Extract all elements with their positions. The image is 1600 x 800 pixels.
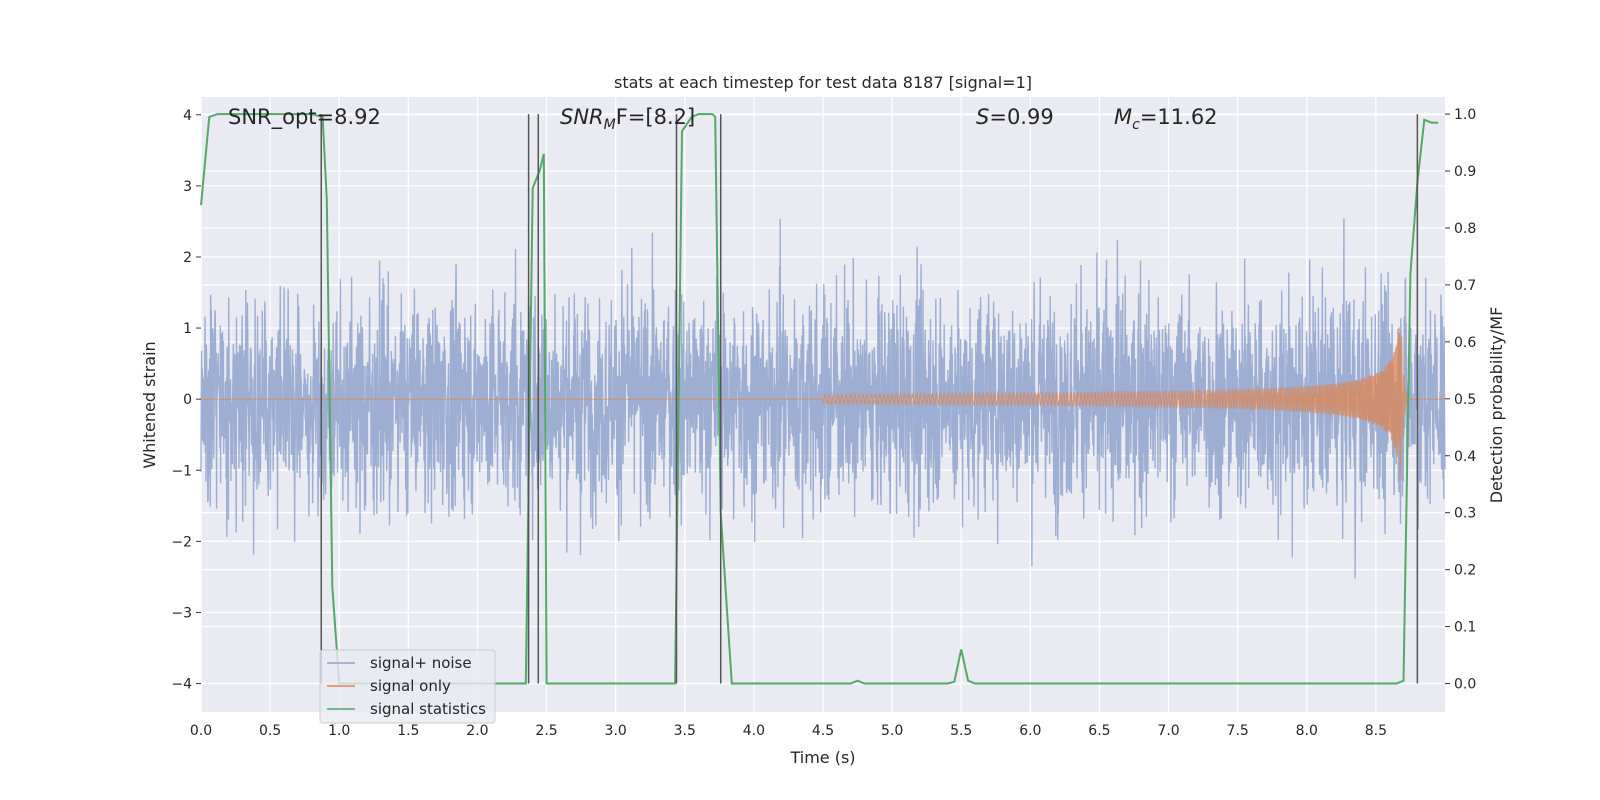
right-axis-ticks: 0.0 0.1 0.2 0.3 0.4 0.5 0.6 0.7 0.8 0.9 1.0 (1445, 107, 1476, 693)
y-right-tick-label: 0.6 (1454, 335, 1476, 351)
x-tick-label: 1.0 (328, 723, 350, 739)
snr-mf-annotation: SNRMF=[8.2] (560, 105, 695, 133)
x-tick-label: 4.0 (743, 723, 765, 739)
x-tick-label: 7.0 (1157, 723, 1179, 739)
y-left-tick-label: 1 (183, 321, 192, 337)
x-tick-label: 8.0 (1296, 723, 1318, 739)
x-axis-label: Time (s) (789, 748, 855, 767)
y-left-tick-label: 4 (183, 108, 192, 124)
x-tick-label: 0.0 (190, 723, 212, 739)
chart-title: stats at each timestep for test data 818… (614, 73, 1032, 92)
x-tick-label: 6.0 (1019, 723, 1041, 739)
legend-label-signal-only: signal only (370, 677, 451, 695)
x-tick-label: 3.5 (674, 723, 696, 739)
x-tick-label: 3.0 (605, 723, 627, 739)
right-axis-label: Detection probability/MF (1487, 307, 1506, 504)
y-left-tick-label: 3 (183, 179, 192, 195)
y-right-tick-label: 0.4 (1454, 449, 1476, 465)
snr-mf-label: SNR (560, 105, 604, 129)
y-right-tick-label: 0.0 (1454, 677, 1476, 693)
legend-box (319, 649, 496, 724)
signal-only-series (201, 327, 1445, 480)
y-left-tick-label: −4 (171, 677, 192, 693)
legend-label-signal-statistics: signal statistics (370, 700, 486, 718)
s-annotation: S=0.99 (976, 105, 1054, 129)
signal-plus-noise-series (200, 218, 1446, 579)
x-tick-label: 0.5 (259, 723, 281, 739)
y-right-tick-label: 0.8 (1454, 221, 1476, 237)
snr-opt-annotation: SNR_opt=8.92 (228, 105, 381, 130)
mc-value: =11.62 (1140, 105, 1218, 129)
mc-annotation: Mc=11.62 (1114, 105, 1218, 133)
mc-label: M (1114, 105, 1132, 129)
x-axis-ticks: 0.0 0.5 1.0 1.5 2.0 2.5 3.0 3.5 4.0 4.5 5.0 5.5 6.0 6… (190, 723, 1387, 739)
legend: signal+ noise signal only signal statist… (319, 649, 496, 724)
y-left-tick-label: −2 (171, 534, 192, 550)
x-tick-label: 5.5 (950, 723, 972, 739)
y-right-tick-label: 0.1 (1454, 620, 1476, 636)
signal-only-line (201, 327, 1445, 480)
y-right-tick-label: 0.7 (1454, 278, 1476, 294)
snr-mf-subscript: M (604, 117, 616, 133)
x-tick-label: 4.5 (812, 723, 834, 739)
y-left-tick-label: 2 (183, 250, 192, 266)
y-right-tick-label: 0.3 (1454, 506, 1476, 522)
x-tick-label: 2.5 (535, 723, 557, 739)
snr-mf-value: F=[8.2] (616, 105, 695, 129)
x-tick-label: 6.5 (1088, 723, 1110, 739)
x-tick-label: 2.0 (466, 723, 488, 739)
left-axis-label: Whitened strain (140, 341, 159, 468)
y-right-tick-label: 1.0 (1454, 107, 1476, 123)
signal-plus-noise-line (200, 218, 1446, 579)
legend-label-signal-plus-noise: signal+ noise (370, 654, 472, 672)
y-left-tick-label: 0 (183, 392, 192, 408)
x-tick-label: 8.5 (1365, 723, 1387, 739)
x-tick-label: 7.5 (1227, 723, 1249, 739)
left-axis-ticks: −4 −3 −2 −1 0 1 2 3 4 (171, 108, 201, 693)
mc-subscript: c (1132, 117, 1140, 133)
y-left-tick-label: −3 (171, 605, 192, 621)
s-value: =0.99 (989, 105, 1053, 129)
vertical-markers (320, 114, 1419, 684)
signal-statistics-series (200, 113, 1439, 685)
s-label: S (976, 105, 989, 129)
y-right-tick-label: 0.2 (1454, 563, 1476, 579)
x-tick-label: 1.5 (397, 723, 419, 739)
y-right-tick-label: 0.9 (1454, 164, 1476, 180)
y-right-tick-label: 0.5 (1454, 392, 1476, 408)
x-tick-label: 5.0 (881, 723, 903, 739)
y-left-tick-label: −1 (171, 463, 192, 479)
signal-statistics-line (200, 113, 1439, 685)
